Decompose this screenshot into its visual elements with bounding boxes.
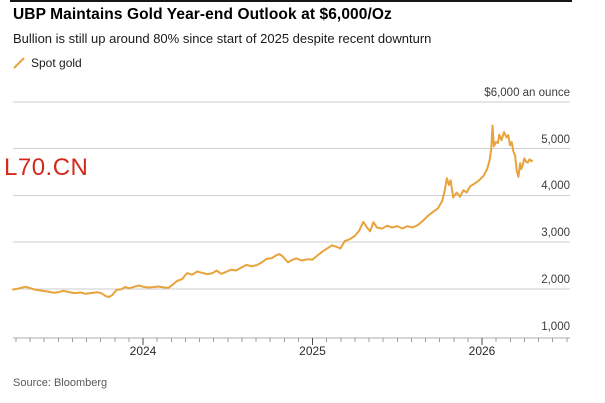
- chart-subtitle: Bullion is still up around 80% since sta…: [13, 31, 432, 46]
- y-axis-label: 4,000: [541, 180, 570, 193]
- top-border: [10, 0, 572, 2]
- legend-label: Spot gold: [31, 56, 82, 70]
- watermark: L70.CN: [4, 154, 89, 181]
- x-axis-label: 2025: [299, 344, 326, 358]
- legend: Spot gold: [13, 56, 82, 70]
- chart-title: UBP Maintains Gold Year-end Outlook at $…: [13, 6, 392, 23]
- source-label: Source: Bloomberg: [13, 377, 108, 389]
- y-axis-label: 1,000: [541, 320, 570, 333]
- spot-gold-series-line: [12, 124, 533, 298]
- y-axis-label: 2,000: [541, 273, 570, 286]
- y-axis-label: 3,000: [541, 227, 570, 240]
- x-axis-label: 2024: [129, 344, 157, 358]
- spot-gold-line-icon: [13, 57, 25, 69]
- y-axis-label: 5,000: [541, 133, 570, 146]
- y-axis-unit-label: $6,000 an ounce: [484, 87, 570, 99]
- x-axis-label: 2026: [468, 344, 496, 358]
